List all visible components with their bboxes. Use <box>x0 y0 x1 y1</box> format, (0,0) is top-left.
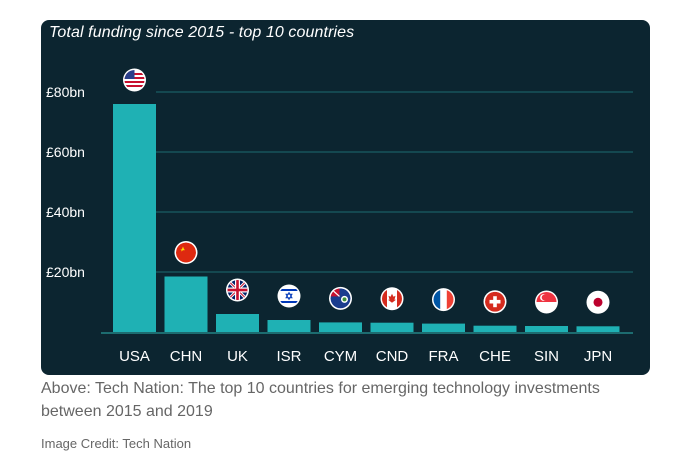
chart-card: Total funding since 2015 - top 10 countr… <box>41 20 650 375</box>
x-tick-label-jpn: JPN <box>584 348 612 365</box>
chart-title: Total funding since 2015 - top 10 countr… <box>49 24 355 41</box>
bar-uk <box>216 314 259 332</box>
bar-che <box>473 325 517 332</box>
x-tick-label-usa: USA <box>119 348 150 365</box>
jp-flag-icon <box>586 290 610 314</box>
x-tick-label-cnd: CND <box>376 348 409 365</box>
ca-flag-icon <box>380 287 404 311</box>
il-flag-icon <box>277 284 301 308</box>
fr-flag-icon <box>432 288 455 312</box>
us-flag-icon <box>123 68 146 92</box>
bar-cnd <box>370 322 414 332</box>
x-tick-label-chn: CHN <box>170 348 203 365</box>
x-tick-label-sin: SIN <box>534 348 559 365</box>
x-tick-label-uk: UK <box>227 348 248 365</box>
x-tick-label-isr: ISR <box>276 348 301 365</box>
bar-chart: £20bn £40bn £60bn £80bn USA CHN UK ISR CYM CND FRA… <box>46 68 633 365</box>
sg-flag-icon <box>535 290 558 314</box>
y-tick-label: £80bn <box>46 84 85 100</box>
x-tick-label-che: CHE <box>479 348 511 365</box>
ch-flag-icon <box>483 290 507 314</box>
x-tick-label-cym: CYM <box>324 348 357 365</box>
bar-cym <box>319 322 362 332</box>
bar-usa <box>113 104 156 332</box>
uk-flag-icon <box>226 278 249 302</box>
y-tick-label: £40bn <box>46 204 85 220</box>
cn-flag-icon <box>174 241 198 264</box>
bar-isr <box>267 320 311 332</box>
x-tick-label-fra: FRA <box>429 348 459 365</box>
image-credit: Image Credit: Tech Nation <box>41 436 192 451</box>
ky-flag-icon <box>329 286 352 310</box>
bar-jpn <box>576 326 620 332</box>
y-tick-label: £20bn <box>46 264 85 280</box>
bar-chn <box>164 276 208 332</box>
bar-fra <box>422 323 465 332</box>
bar-sin <box>525 326 568 332</box>
y-tick-label: £60bn <box>46 144 85 160</box>
image-caption: Above: Tech Nation: The top 10 countries… <box>41 380 600 420</box>
